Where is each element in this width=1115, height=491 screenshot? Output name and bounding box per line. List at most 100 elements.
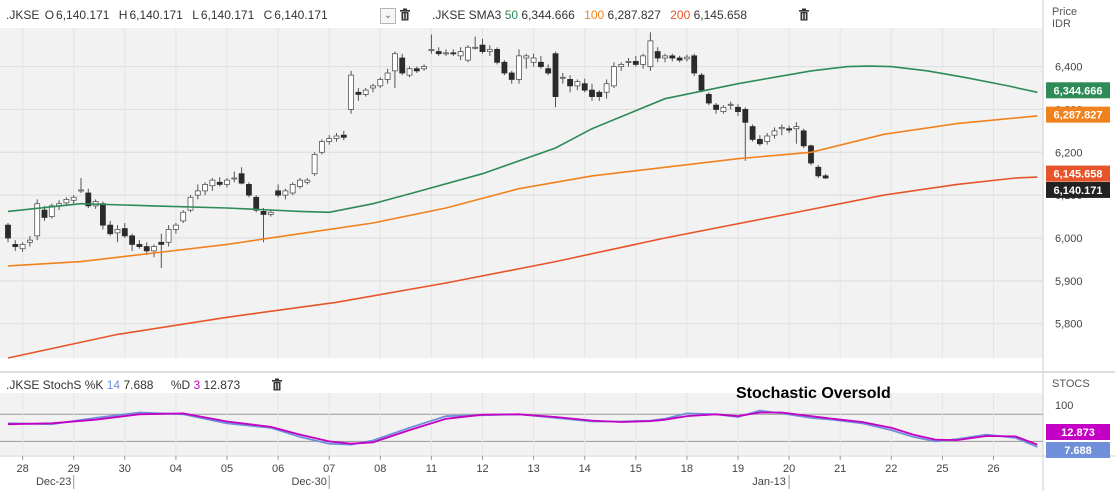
candle-body bbox=[384, 72, 391, 80]
candle-body bbox=[362, 89, 369, 95]
candle-body bbox=[684, 56, 690, 60]
candle-body bbox=[516, 55, 522, 80]
sma-line-sma200 bbox=[7, 176, 1038, 359]
stochastic-lines bbox=[7, 409, 1038, 448]
sma50-period: 50 bbox=[504, 8, 519, 22]
candle-body bbox=[253, 196, 260, 211]
candle-body bbox=[326, 138, 333, 142]
candle-body bbox=[70, 196, 77, 201]
x-tick-label: 04 bbox=[170, 463, 182, 475]
x-tick-label: 22 bbox=[885, 463, 897, 475]
x-tick-label: 20 bbox=[783, 463, 795, 475]
candle-body bbox=[34, 203, 41, 237]
price-tick-label: 5,800 bbox=[1055, 319, 1083, 331]
candle-body bbox=[63, 199, 70, 204]
stochastic-tick-label: 100 bbox=[1055, 400, 1073, 412]
x-tick-label: 13 bbox=[527, 463, 539, 475]
sma-legend-delete-icon[interactable] bbox=[798, 8, 810, 24]
candle-body bbox=[12, 244, 19, 247]
candle-body bbox=[443, 52, 449, 55]
candle-body bbox=[757, 139, 763, 145]
sma-line-sma50 bbox=[7, 65, 1038, 214]
x-tick-label: 29 bbox=[68, 463, 80, 475]
candle-body bbox=[78, 189, 84, 192]
candle-body bbox=[486, 49, 493, 52]
candle-body bbox=[428, 49, 435, 51]
candle-body bbox=[304, 179, 311, 183]
x-axis: 28 29 30 04 05 06 07 08 11 12 13 14 15 18 19 20 21 22 25 26… bbox=[16, 456, 1000, 489]
candle-body bbox=[194, 190, 201, 196]
candle-body bbox=[231, 177, 238, 180]
candle-body bbox=[552, 53, 559, 97]
sma200-value: 6,145.658 bbox=[693, 8, 748, 22]
legend-low-label: L bbox=[192, 8, 199, 22]
stoch-d-badge-box bbox=[1046, 424, 1110, 440]
value-badges: 6,344.666 6,287.827 6,145.658 6,140.171 12.8… bbox=[1046, 82, 1110, 458]
candle-body bbox=[793, 126, 800, 130]
candle-body bbox=[457, 51, 464, 57]
sma50-badge-text: 6,344.666 bbox=[1054, 85, 1103, 97]
candle-body bbox=[114, 229, 121, 234]
legend-low-value: 6,140.171 bbox=[200, 8, 255, 22]
candle-body bbox=[654, 51, 661, 59]
candle-body bbox=[472, 46, 479, 49]
price-tick-label: 5,900 bbox=[1055, 276, 1083, 288]
candle-body bbox=[340, 134, 347, 138]
x-tick-label: 28 bbox=[16, 463, 28, 475]
sma200-period: 200 bbox=[670, 8, 691, 22]
price-axis-currency: IDR bbox=[1052, 18, 1071, 30]
legend-symbol: .JKSE bbox=[6, 8, 40, 22]
candle-body bbox=[391, 53, 398, 72]
stoch-k-value: 7.688 bbox=[123, 378, 154, 392]
candle-body bbox=[705, 94, 712, 104]
candle-body bbox=[778, 127, 785, 130]
stoch-k-badge-box bbox=[1046, 442, 1110, 458]
candle-body bbox=[625, 61, 632, 63]
candle-body bbox=[333, 135, 340, 139]
candle-body bbox=[611, 66, 617, 87]
candle-body bbox=[669, 55, 676, 59]
candle-body bbox=[435, 51, 442, 55]
candle-body bbox=[479, 44, 486, 52]
x-tick-label: 26 bbox=[987, 463, 999, 475]
candle-body bbox=[464, 46, 471, 61]
candle-body bbox=[202, 184, 209, 192]
candle-body bbox=[5, 224, 11, 239]
candle-body bbox=[129, 235, 136, 245]
sma100-period: 100 bbox=[584, 8, 605, 22]
candle-body bbox=[377, 79, 384, 87]
candle-body bbox=[370, 85, 376, 89]
candle-body bbox=[603, 83, 610, 93]
candle-body bbox=[749, 126, 756, 140]
x-tick-label: 15 bbox=[630, 463, 642, 475]
candle-body bbox=[26, 239, 33, 243]
x-tick-label: 21 bbox=[834, 463, 846, 475]
x-tick-label: 08 bbox=[374, 463, 386, 475]
stochastic-legend-delete-icon[interactable] bbox=[271, 378, 283, 394]
candle-body bbox=[260, 211, 267, 215]
candle-body bbox=[450, 52, 457, 55]
candle-body bbox=[85, 192, 92, 207]
sma200-badge-box bbox=[1046, 165, 1110, 182]
legend-dropdown-button[interactable]: ⌄ bbox=[380, 8, 396, 24]
stoch-d-value: 12.873 bbox=[203, 378, 241, 392]
candle-body bbox=[421, 66, 428, 70]
candle-body bbox=[538, 61, 544, 67]
candle-body bbox=[355, 91, 362, 95]
price-legend-delete-icon[interactable] bbox=[399, 8, 411, 24]
sma100-badge-box bbox=[1046, 106, 1110, 123]
candle-body bbox=[121, 228, 128, 237]
candle-body bbox=[267, 211, 274, 215]
x-tick-label: 05 bbox=[221, 463, 233, 475]
candlesticks bbox=[5, 32, 829, 268]
legend-open-value: 6,140.171 bbox=[56, 8, 110, 22]
candle-body bbox=[822, 175, 829, 179]
stoch-d-badge-text: 12.873 bbox=[1061, 427, 1095, 439]
candle-body bbox=[742, 109, 749, 123]
x-tick-label: 07 bbox=[323, 463, 335, 475]
candle-body bbox=[151, 246, 157, 252]
stochastic-oversold-annotation: Stochastic Oversold bbox=[736, 385, 891, 402]
candle-body bbox=[289, 184, 296, 194]
stochastic-axis: 100 bbox=[1055, 400, 1073, 412]
